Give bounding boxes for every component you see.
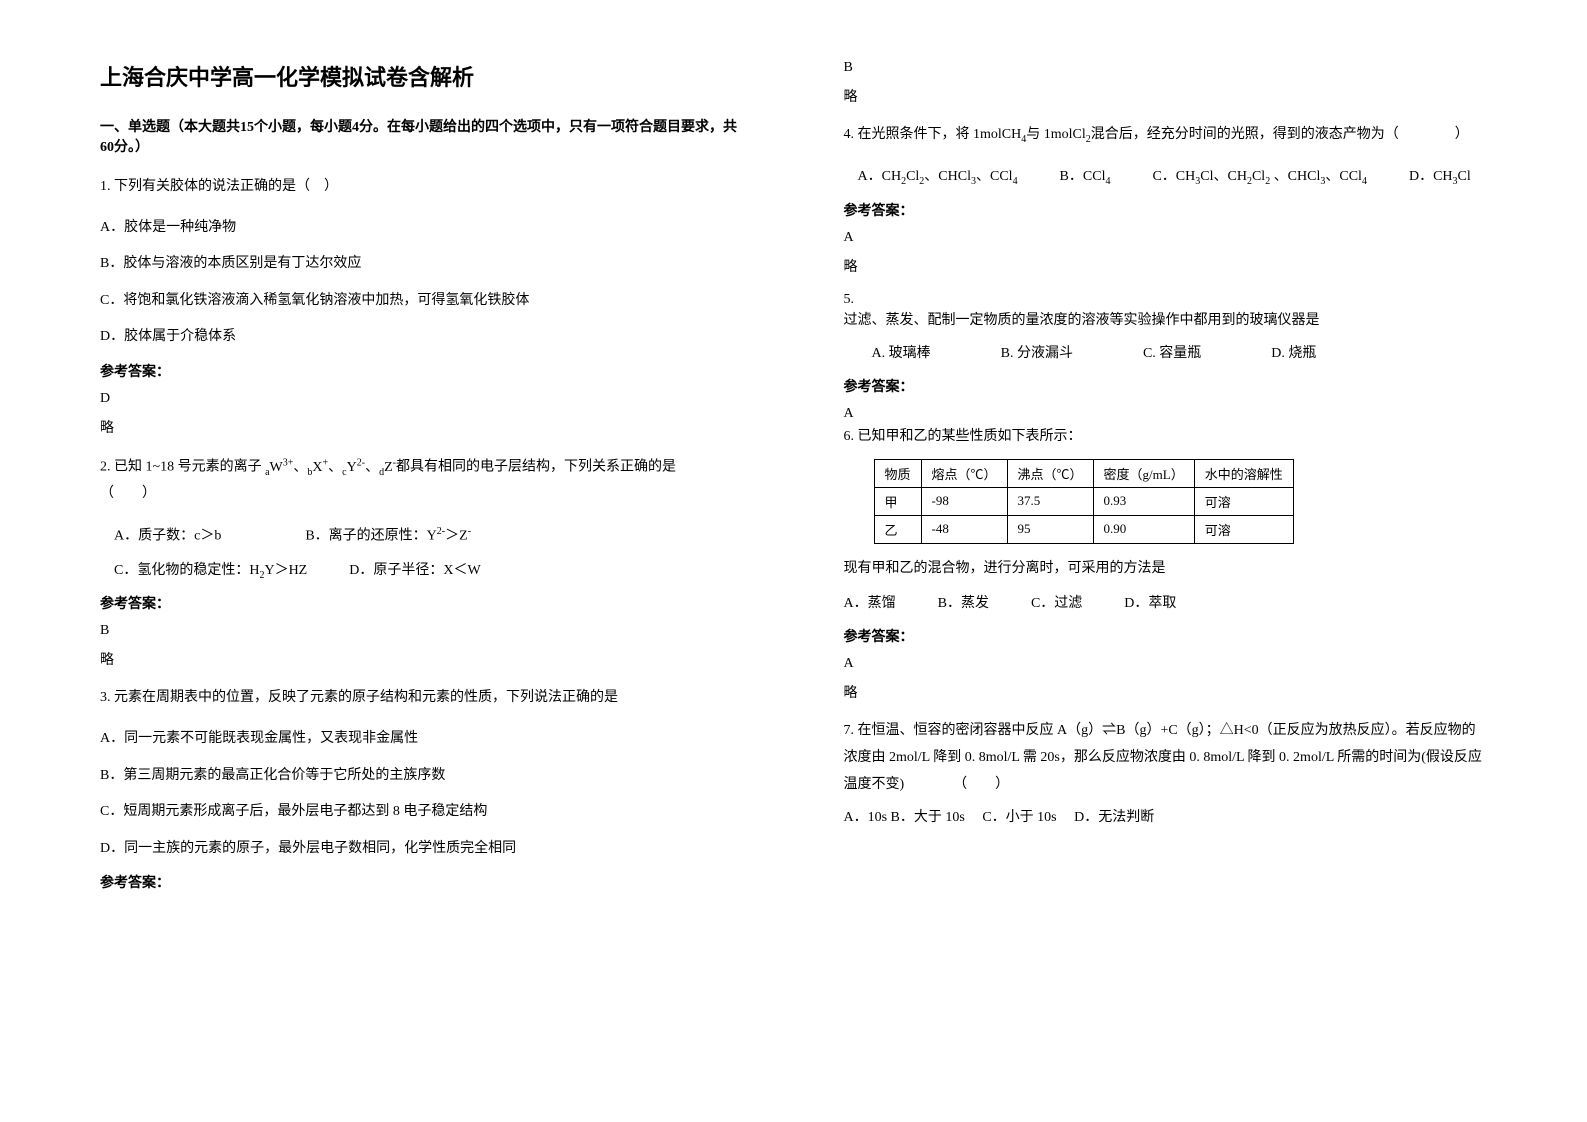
q4-stem: 4. 在光照条件下，将 1molCH4与 1molCl2混合后，经充分时间的光照… <box>844 122 1488 149</box>
q1-option-c: C．将饱和氯化铁溶液滴入稀氢氧化钠溶液中加热，可得氢氧化铁胶体 <box>100 288 744 315</box>
cell: 0.93 <box>1093 487 1194 515</box>
th-boiling: 沸点（℃） <box>1007 459 1093 487</box>
q2-answer-label: 参考答案： <box>100 593 744 613</box>
q2-row2: C．氢化物的稳定性：H2Y＞HZ D．原子半径：X＜W <box>100 557 744 586</box>
cell: 37.5 <box>1007 487 1093 515</box>
cell: -48 <box>921 515 1007 543</box>
q1-answer-label: 参考答案： <box>100 361 744 381</box>
q4-answer-label: 参考答案： <box>844 200 1488 220</box>
q1-answer: D <box>100 391 744 407</box>
section-header: 一、单选题（本大题共15个小题，每小题4分。在每小题给出的四个选项中，只有一项符… <box>100 116 744 156</box>
q3-answer: B <box>844 60 1488 76</box>
q6-table: 物质 熔点（℃） 沸点（℃） 密度（g/mL） 水中的溶解性 甲 -98 37.… <box>874 459 1294 544</box>
q5-opts: A. 玻璃棒 B. 分液漏斗 C. 容量瓶 D. 烧瓶 <box>844 340 1488 368</box>
th-solubility: 水中的溶解性 <box>1194 459 1293 487</box>
q6-opts: A．蒸馏 B．蒸发 C．过滤 D．萃取 <box>844 590 1488 618</box>
cell: 甲 <box>874 487 921 515</box>
q4-opts: A．CH2Cl2、CHCl3、CCl4 B．CCl4 C．CH3Cl、CH2Cl… <box>844 163 1488 192</box>
q2-row1: A．质子数：c＞b B．离子的还原性：Y2-＞Z- <box>100 522 744 551</box>
q5-stem: 过滤、蒸发、配制一定物质的量浓度的溶液等实验操作中都用到的玻璃仪器是 <box>844 308 1488 335</box>
table-header-row: 物质 熔点（℃） 沸点（℃） 密度（g/mL） 水中的溶解性 <box>874 459 1293 487</box>
q3-option-b: B．第三周期元素的最高正化合价等于它所处的主族序数 <box>100 763 744 790</box>
q6-answer-label: 参考答案： <box>844 626 1488 646</box>
q6-answer: A <box>844 656 1488 672</box>
table-row: 乙 -48 95 0.90 可溶 <box>874 515 1293 543</box>
q2-stem-b: aW3+、bX+、cY2-、dZ- <box>265 460 396 475</box>
q3-option-c: C．短周期元素形成离子后，最外层电子都达到 8 电子稳定结构 <box>100 799 744 826</box>
q5-answer-label: 参考答案： <box>844 376 1488 396</box>
q3-answer-label: 参考答案： <box>100 872 744 892</box>
q1-option-d: D．胶体属于介稳体系 <box>100 324 744 351</box>
q2-stem: 2. 已知 1~18 号元素的离子 aW3+、bX+、cY2-、dZ-都具有相同… <box>100 453 744 508</box>
q4-answer: A <box>844 230 1488 246</box>
q2-stem-a: 2. 已知 1~18 号元素的离子 <box>100 460 265 475</box>
right-column: B 略 4. 在光照条件下，将 1molCH4与 1molCl2混合后，经充分时… <box>794 0 1587 1122</box>
page-title: 上海合庆中学高一化学模拟试卷含解析 <box>100 60 744 92</box>
q7-opts: A．10s B．大于 10s C．小于 10s D．无法判断 <box>844 804 1488 832</box>
th-substance: 物质 <box>874 459 921 487</box>
cell: 可溶 <box>1194 515 1293 543</box>
q3-stem: 3. 元素在周期表中的位置，反映了元素的原子结构和元素的性质，下列说法正确的是 <box>100 685 744 712</box>
cell: 0.90 <box>1093 515 1194 543</box>
q7-stem: 7. 在恒温、恒容的密闭容器中反应 A（g）⇌B（g）+C（g）；△H<0（正反… <box>844 718 1488 798</box>
cell: 95 <box>1007 515 1093 543</box>
q1-option-b: B．胶体与溶液的本质区别是有丁达尔效应 <box>100 251 744 278</box>
q2-answer: B <box>100 623 744 639</box>
q1-omit: 略 <box>100 417 744 437</box>
q6-post: 现有甲和乙的混合物，进行分离时，可采用的方法是 <box>844 556 1488 583</box>
q1-option-a: A．胶体是一种纯净物 <box>100 215 744 242</box>
q6-stem: 6. 已知甲和乙的某些性质如下表所示： <box>844 424 1488 451</box>
q6-omit: 略 <box>844 682 1488 702</box>
q3-option-d: D．同一主族的元素的原子，最外层电子数相同，化学性质完全相同 <box>100 836 744 863</box>
q2-omit: 略 <box>100 649 744 669</box>
cell: 乙 <box>874 515 921 543</box>
q3-option-a: A．同一元素不可能既表现金属性，又表现非金属性 <box>100 726 744 753</box>
q1-stem: 1. 下列有关胶体的说法正确的是（ ） <box>100 174 744 201</box>
q5-answer: A <box>844 406 1488 422</box>
table-row: 甲 -98 37.5 0.93 可溶 <box>874 487 1293 515</box>
q4-omit: 略 <box>844 256 1488 276</box>
cell: -98 <box>921 487 1007 515</box>
th-melting: 熔点（℃） <box>921 459 1007 487</box>
th-density: 密度（g/mL） <box>1093 459 1194 487</box>
q5-num: 5. <box>844 292 1488 308</box>
q3-omit: 略 <box>844 86 1488 106</box>
left-column: 上海合庆中学高一化学模拟试卷含解析 一、单选题（本大题共15个小题，每小题4分。… <box>0 0 794 1122</box>
cell: 可溶 <box>1194 487 1293 515</box>
